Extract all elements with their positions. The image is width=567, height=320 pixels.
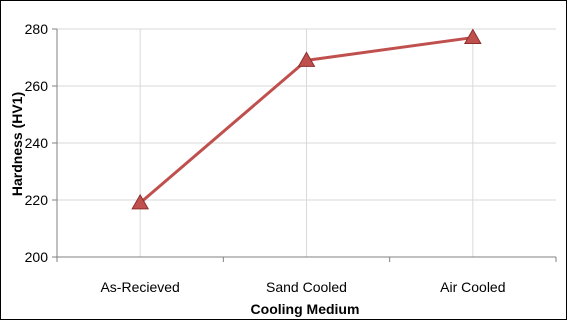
series-layer [131, 28, 482, 210]
y-tick-label: 260 [25, 78, 49, 94]
y-tick-label: 200 [25, 249, 49, 265]
data-point-marker [131, 193, 150, 210]
data-point-marker [463, 28, 482, 45]
y-tick-label: 240 [25, 135, 49, 151]
y-tick-label: 220 [25, 192, 49, 208]
label-layer: 200 220 240 260 280 As-Recieved Sand Cooled Air… [25, 21, 506, 295]
axis-layer [52, 28, 557, 262]
data-point-marker [297, 51, 316, 67]
x-tick-label: Air Cooled [440, 279, 505, 295]
x-tick-label: As-Recieved [100, 279, 179, 295]
x-axis-title: Cooling Medium [251, 301, 360, 317]
y-axis-title: Hardness (HV1) [9, 92, 25, 196]
grid-layer [57, 28, 556, 257]
x-tick-label: Sand Cooled [266, 279, 347, 295]
y-tick-label: 280 [25, 21, 49, 37]
